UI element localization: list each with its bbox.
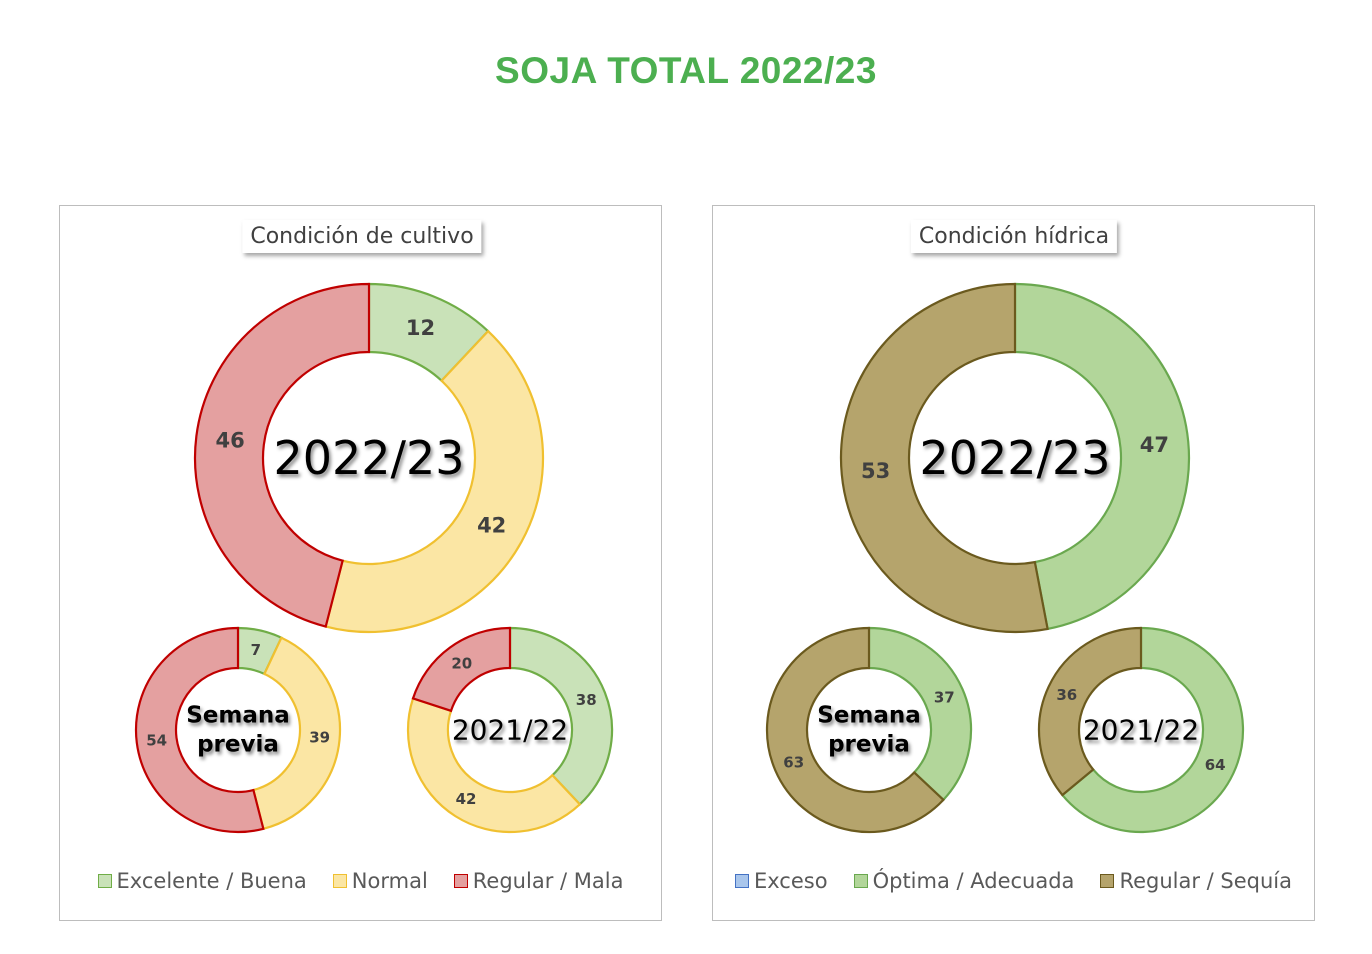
value-label-semana-previa-excelente-buena: 7 xyxy=(251,641,261,659)
legend-item-normal: Normal xyxy=(332,869,428,893)
value-label-2022-23-regular-mala: 46 xyxy=(215,428,244,452)
crop-condition-legend: Excelente / Buena Normal Regular / Mala xyxy=(60,869,661,893)
slice-semana-previa-regular-sequia xyxy=(765,626,945,834)
legend-label-regular-mala: Regular / Mala xyxy=(472,869,624,893)
page-title: SOJA TOTAL 2022/23 xyxy=(495,50,877,91)
slice-2021-22-regular-sequia xyxy=(1037,626,1143,797)
legend-swatch-optima xyxy=(853,874,868,888)
center-label-2022-23: 2022/23 xyxy=(919,431,1110,485)
slice-semana-previa-regular-mala xyxy=(134,626,265,834)
value-label-semana-previa-regular-sequia: 63 xyxy=(783,754,804,772)
center-label-semana-previa: Semana xyxy=(186,703,290,729)
donut-2022-23: 12 42 46 2022/23 xyxy=(193,282,545,634)
legend-label-excelente: Excelente / Buena xyxy=(116,869,307,893)
value-label-2021-22-normal: 42 xyxy=(456,790,477,808)
legend-label-regular-sequia: Regular / Sequía xyxy=(1119,869,1293,893)
slice-2022-23-regular-sequia xyxy=(839,282,1049,634)
legend-swatch-regular-mala xyxy=(453,874,468,888)
slice-semana-previa-optima-adecuada xyxy=(867,626,973,802)
legend-item-optima: Óptima / Adecuada xyxy=(853,869,1075,893)
water-condition-title: Condición hídrica xyxy=(910,220,1118,253)
legend-item-regular-mala: Regular / Mala xyxy=(453,869,624,893)
legend-swatch-regular-sequia xyxy=(1100,874,1115,888)
value-label-semana-previa-regular-mala: 54 xyxy=(146,731,167,749)
center-label-2021-22: 2021/22 xyxy=(1083,714,1199,747)
value-label-2022-23-normal: 42 xyxy=(477,513,506,537)
slice-2021-22-optima-adecuada xyxy=(1060,626,1245,834)
value-label-2022-23-excelente-buena: 12 xyxy=(406,316,435,340)
slice-2022-23-normal xyxy=(324,329,545,634)
crop-condition-panel: Condición de cultivo 12 42 46 2022/23 7 39 54 S… xyxy=(59,205,662,921)
center-label-semana-previa: Semana xyxy=(817,703,921,729)
value-label-2021-22-regular-sequia: 36 xyxy=(1056,686,1077,704)
legend-item-regular-sequia: Regular / Sequía xyxy=(1100,869,1292,893)
value-label-semana-previa-normal: 39 xyxy=(309,729,330,747)
center-label-semana-previa: previa xyxy=(197,731,279,757)
legend-item-exceso: Exceso xyxy=(734,869,828,893)
slice-2022-23-optima-adecuada xyxy=(1013,282,1191,631)
legend-label-exceso: Exceso xyxy=(753,869,828,893)
slice-2021-22-regular-mala xyxy=(411,626,512,713)
value-label-semana-previa-optima-adecuada: 37 xyxy=(934,688,955,706)
water-condition-legend: Exceso Óptima / Adecuada Regular / Sequí… xyxy=(713,869,1314,893)
center-label-2022-23: 2022/23 xyxy=(273,431,464,485)
slice-semana-previa-normal xyxy=(252,636,342,831)
crop-condition-title: Condición de cultivo xyxy=(242,220,482,253)
legend-swatch-exceso xyxy=(734,874,749,888)
legend-swatch-excelente xyxy=(97,874,112,888)
legend-swatch-normal xyxy=(332,874,347,888)
value-label-2021-22-optima-adecuada: 64 xyxy=(1205,756,1226,774)
donut-2021-22: 38 42 20 2021/22 xyxy=(406,626,614,834)
donut-2021-22: 64 36 2021/22 xyxy=(1037,626,1245,834)
slice-2022-23-regular-mala xyxy=(193,282,371,628)
donut-2022-23: 47 53 2022/23 xyxy=(839,282,1191,634)
value-label-2021-22-regular-mala: 20 xyxy=(451,655,472,673)
value-label-2022-23-regular-sequia: 53 xyxy=(861,459,890,483)
legend-item-excelente: Excelente / Buena xyxy=(97,869,307,893)
value-label-2021-22-excelente-buena: 38 xyxy=(576,691,597,709)
slice-2021-22-normal xyxy=(406,697,582,834)
legend-label-optima: Óptima / Adecuada xyxy=(872,869,1075,893)
slice-2021-22-excelente-buena xyxy=(508,626,614,806)
center-label-semana-previa: previa xyxy=(828,731,910,757)
legend-label-normal: Normal xyxy=(351,869,428,893)
center-label-2021-22: 2021/22 xyxy=(452,714,568,747)
water-condition-panel: Condición hídrica 47 53 2022/23 37 63 Semana p… xyxy=(712,205,1315,921)
value-label-2022-23-optima-adecuada: 47 xyxy=(1140,433,1169,457)
